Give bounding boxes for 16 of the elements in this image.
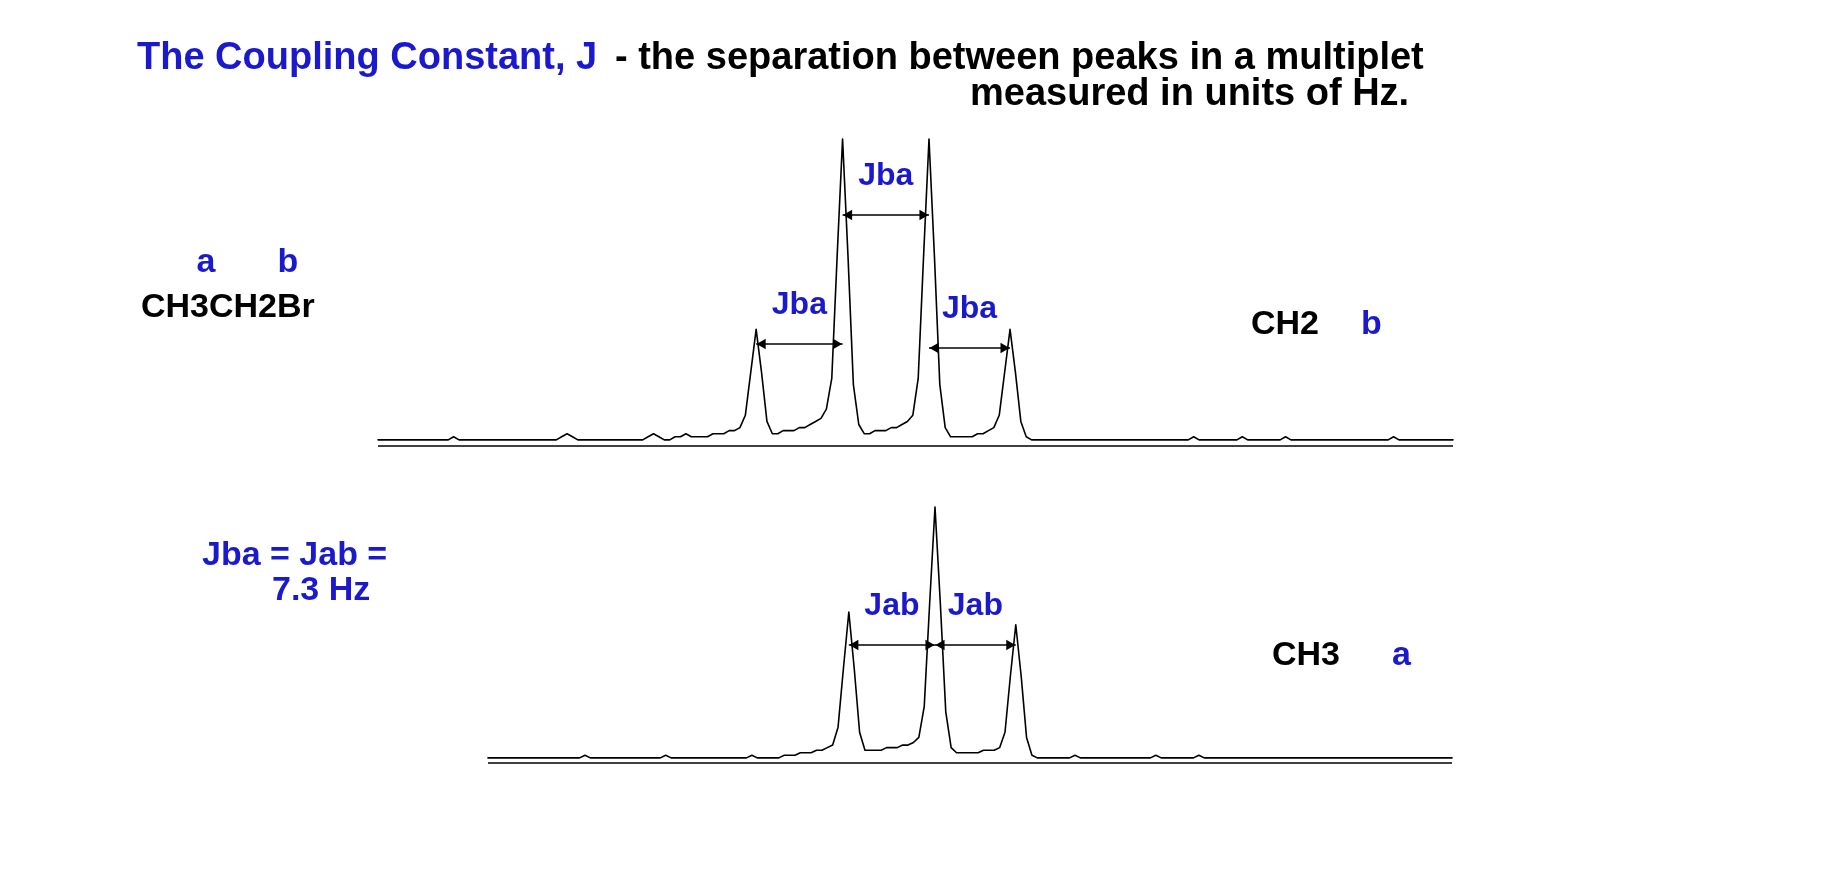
text: 7.3 Hz [272, 569, 371, 607]
annotation: Jba [771, 285, 828, 321]
annotation: Jba [858, 156, 914, 192]
annotation: Jba [941, 289, 998, 325]
annotation: CH3 [1272, 634, 1341, 672]
annotation: b [1361, 303, 1382, 341]
chart-subtitle: - the separation between peaks in a multiplet measured in units of Hz. [615, 35, 1425, 113]
annotation: CH2 [1251, 303, 1320, 341]
annotation: Jab [947, 586, 1003, 622]
chart-title: The Coupling Constant, J [137, 35, 598, 77]
annotation: a [1392, 634, 1412, 672]
annotation: Jab [864, 586, 920, 622]
text: b [277, 241, 299, 279]
text: CH3CH2Br [141, 286, 315, 324]
text: a [196, 241, 217, 279]
text: Jba = Jab = [202, 534, 388, 572]
